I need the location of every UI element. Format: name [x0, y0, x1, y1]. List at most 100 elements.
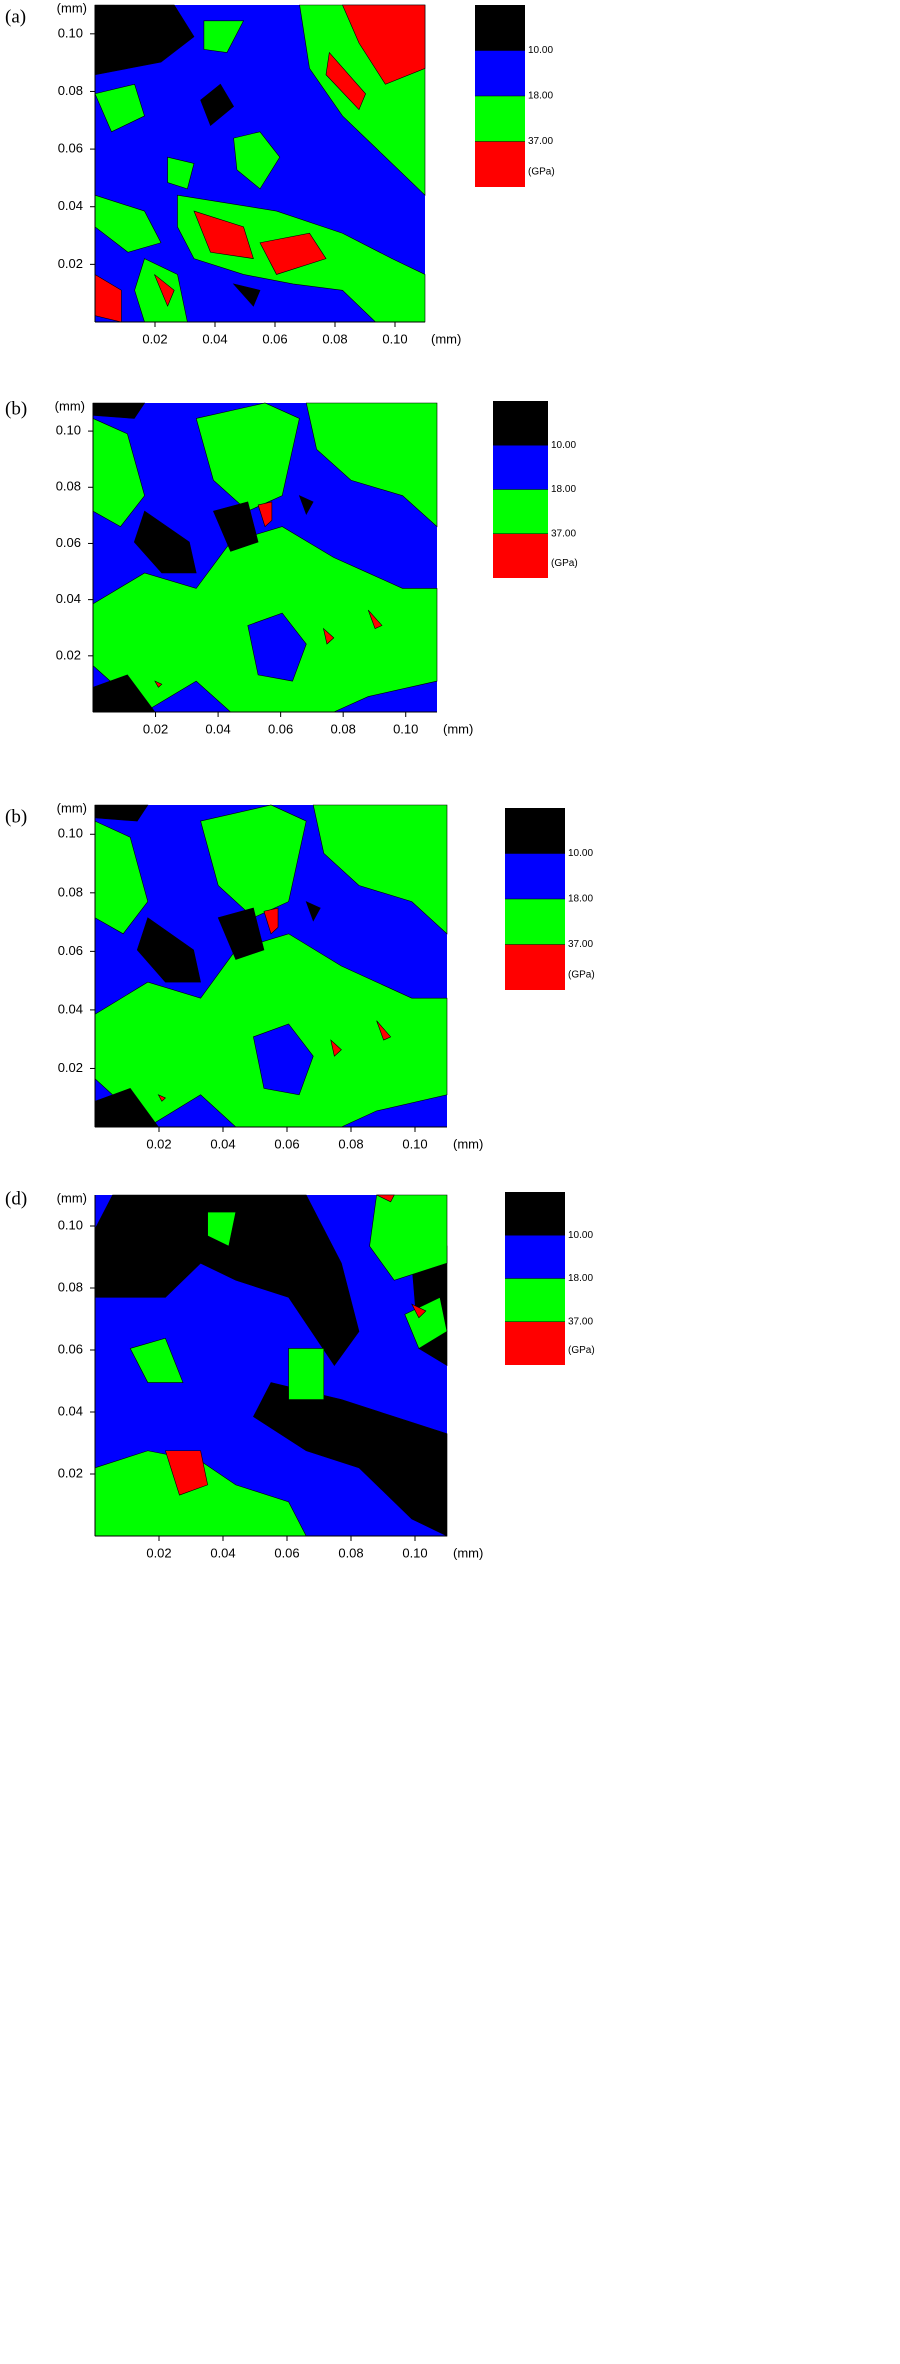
- y-tick-label: 0.06: [58, 943, 83, 958]
- contour-region: [288, 1348, 325, 1400]
- contour-region: [232, 283, 261, 307]
- legend-unit: (GPa): [528, 166, 555, 177]
- legend-label: 10.00: [528, 45, 553, 56]
- contour-region: [233, 131, 281, 190]
- contour-region: [94, 83, 145, 133]
- contour-region: [330, 1039, 342, 1057]
- contour-region: [325, 51, 366, 111]
- contour-region: [305, 901, 321, 922]
- legend-swatch: [505, 1321, 565, 1365]
- y-unit: (mm): [57, 0, 87, 15]
- x-tick-label: 0.06: [268, 721, 293, 736]
- legend-label: 37.00: [568, 1316, 593, 1327]
- x-unit: (mm): [453, 1545, 483, 1560]
- x-tick-label: 0.10: [382, 331, 407, 346]
- y-tick-label: 0.06: [56, 535, 81, 550]
- legend-swatch: [493, 401, 548, 446]
- contour-region: [195, 402, 300, 512]
- y-unit: (mm): [55, 398, 85, 413]
- contour-region: [157, 1094, 166, 1102]
- x-tick-label: 0.04: [202, 331, 227, 346]
- x-tick-label: 0.08: [338, 1136, 363, 1151]
- legend-label: 10.00: [551, 440, 576, 451]
- legend-label: 37.00: [551, 528, 576, 539]
- legend-swatch: [493, 445, 548, 490]
- legend-swatch: [505, 1192, 565, 1236]
- x-unit: (mm): [453, 1136, 483, 1151]
- contour-region: [200, 83, 234, 126]
- contour-region: [367, 609, 383, 629]
- legend-label: 37.00: [568, 939, 593, 950]
- contour-region: [298, 495, 314, 515]
- contour-region: [376, 1194, 395, 1203]
- x-tick-label: 0.06: [262, 331, 287, 346]
- x-tick-label: 0.04: [205, 721, 230, 736]
- contour-region: [263, 907, 279, 935]
- x-tick-label: 0.04: [210, 1545, 235, 1560]
- contour-region: [253, 1023, 314, 1096]
- legend-label: 37.00: [528, 136, 553, 147]
- contour-region: [305, 402, 438, 528]
- contour-region: [253, 1382, 448, 1537]
- y-tick-label: 0.02: [56, 647, 81, 662]
- contour-region: [259, 232, 327, 275]
- x-tick-label: 0.08: [331, 721, 356, 736]
- legend-swatch: [505, 944, 565, 990]
- contour-region: [154, 274, 175, 307]
- y-tick-label: 0.06: [58, 1341, 83, 1356]
- y-tick-label: 0.06: [58, 141, 83, 156]
- legend-unit: (GPa): [551, 558, 578, 569]
- legend-label: 18.00: [568, 1273, 593, 1284]
- legend-swatch: [493, 489, 548, 534]
- x-tick-label: 0.02: [143, 721, 168, 736]
- x-tick-label: 0.02: [146, 1136, 171, 1151]
- legend-label: 18.00: [528, 91, 553, 102]
- y-tick-label: 0.10: [58, 1217, 83, 1232]
- contour-region: [376, 1020, 392, 1041]
- contour-region: [167, 156, 195, 190]
- contour-region: [217, 907, 265, 960]
- x-tick-label: 0.06: [274, 1136, 299, 1151]
- contour-region: [212, 501, 259, 552]
- x-tick-label: 0.04: [210, 1136, 235, 1151]
- contour-region: [369, 1194, 448, 1281]
- y-unit: (mm): [57, 800, 87, 815]
- legend-swatch: [475, 141, 525, 187]
- contour-region: [342, 4, 426, 85]
- y-tick-label: 0.08: [58, 884, 83, 899]
- y-tick-label: 0.10: [58, 25, 83, 40]
- legend-unit: (GPa): [568, 969, 595, 980]
- x-tick-label: 0.08: [338, 1545, 363, 1560]
- x-tick-label: 0.06: [274, 1545, 299, 1560]
- legend-swatch: [475, 50, 525, 96]
- y-tick-label: 0.02: [58, 1465, 83, 1480]
- contour-region: [411, 1303, 427, 1319]
- x-tick-label: 0.10: [393, 721, 418, 736]
- y-unit: (mm): [57, 1190, 87, 1205]
- x-tick-label: 0.02: [146, 1545, 171, 1560]
- y-tick-label: 0.08: [56, 479, 81, 494]
- x-tick-label: 0.10: [402, 1136, 427, 1151]
- y-tick-label: 0.04: [58, 1403, 83, 1418]
- legend-swatch: [505, 1235, 565, 1279]
- x-unit: (mm): [443, 721, 473, 736]
- x-unit: (mm): [431, 331, 461, 346]
- x-tick-label: 0.02: [142, 331, 167, 346]
- contour-region: [203, 20, 244, 53]
- panel-label: (a): [5, 6, 26, 27]
- y-tick-label: 0.04: [56, 591, 81, 606]
- y-tick-label: 0.04: [58, 1001, 83, 1016]
- contour-region: [154, 680, 163, 688]
- panel-label: (b): [5, 806, 27, 827]
- contour-region: [207, 1211, 237, 1247]
- contour-region: [257, 501, 273, 528]
- y-tick-label: 0.02: [58, 1060, 83, 1075]
- legend-label: 10.00: [568, 1230, 593, 1241]
- legend-swatch: [505, 853, 565, 899]
- contour-region: [129, 1337, 184, 1383]
- x-tick-label: 0.10: [402, 1545, 427, 1560]
- panel-label: (d): [5, 1188, 27, 1209]
- y-tick-label: 0.02: [58, 256, 83, 271]
- legend-swatch: [475, 96, 525, 142]
